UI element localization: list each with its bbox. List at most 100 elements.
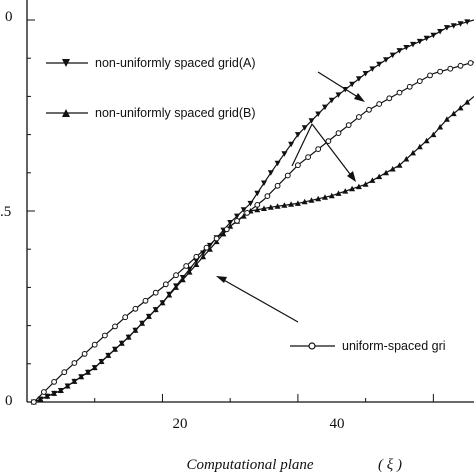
data-point: [284, 172, 291, 179]
data-point: [423, 35, 430, 42]
data-point: [125, 334, 132, 340]
data-point: [396, 89, 403, 96]
data-point: [443, 116, 450, 122]
data-point: [396, 48, 403, 54]
data-point: [64, 383, 71, 389]
x-axis-symbol: ( ξ ): [378, 457, 402, 473]
data-point: [44, 393, 51, 399]
legend-label-b: non-uniformly spaced grid(B): [95, 106, 256, 120]
data-point: [162, 281, 169, 288]
data-point: [173, 284, 179, 290]
data-point: [288, 141, 295, 148]
data-point: [403, 156, 410, 162]
legend-marker-a: [62, 59, 70, 67]
data-point: [247, 200, 254, 207]
data-point: [355, 76, 362, 82]
data-point: [227, 220, 234, 226]
data-point: [41, 389, 47, 395]
data-point: [335, 190, 342, 196]
data-point: [200, 253, 207, 260]
data-point: [325, 138, 332, 145]
data-point: [186, 269, 193, 275]
data-point: [376, 173, 383, 180]
data-point: [437, 29, 444, 35]
data-point: [78, 373, 85, 380]
data-point: [281, 151, 288, 157]
data-point: [464, 19, 471, 25]
data-point: [406, 83, 413, 90]
data-point: [118, 340, 125, 346]
data-point: [152, 306, 159, 313]
data-point: [457, 104, 464, 111]
arrow-a-line: [317, 71, 362, 100]
data-point: [234, 213, 240, 220]
data-point: [193, 258, 200, 264]
data-point: [30, 399, 37, 405]
data-point: [91, 364, 98, 371]
leader-arrows: [216, 71, 365, 323]
data-point: [152, 289, 159, 296]
arrow-b-line: [311, 123, 354, 179]
data-point: [366, 106, 372, 113]
arrow-b-head: [347, 171, 356, 182]
data-point: [254, 206, 261, 213]
data-point: [410, 41, 416, 48]
data-point: [51, 379, 57, 385]
plot-axes: [26, 0, 474, 403]
data-point: [450, 23, 457, 29]
data-point: [464, 99, 471, 105]
data-point: [383, 169, 389, 176]
data-point: [102, 332, 108, 339]
data-point: [37, 396, 44, 402]
y-tick-label-bottom: 0: [5, 393, 13, 409]
data-point: [81, 351, 88, 357]
data-point: [430, 131, 437, 138]
data-point: [61, 369, 68, 376]
data-point: [112, 323, 118, 330]
data-point: [159, 299, 166, 306]
data-point: [274, 203, 281, 209]
data-point: [206, 242, 213, 249]
data-point: [193, 261, 200, 267]
x-axis-label: Computational plane: [186, 457, 313, 473]
data-point: [369, 66, 376, 72]
data-point: [145, 313, 152, 319]
data-point: [98, 358, 105, 364]
data-point: [386, 95, 393, 102]
series-2: [30, 95, 474, 405]
data-point: [322, 104, 328, 111]
data-point: [220, 230, 227, 237]
data-point: [295, 162, 301, 169]
data-point: [274, 182, 281, 189]
arrow-b2-line: [291, 123, 313, 167]
data-point: [416, 38, 423, 45]
data-point: [132, 305, 139, 312]
data-point: [301, 198, 308, 205]
data-point: [396, 162, 403, 168]
data-point: [305, 154, 312, 161]
x-tick-label-20: 20: [173, 416, 188, 432]
data-point: [349, 81, 356, 88]
legend-label-a: non-uniformly spaced grid(A): [95, 56, 256, 70]
data-point: [71, 378, 78, 384]
data-point: [362, 71, 369, 77]
data-point: [383, 57, 389, 63]
data-point: [457, 62, 464, 69]
annotation-label-uniform: uniform-spaced gri: [342, 339, 446, 353]
data-point: [91, 341, 98, 348]
data-point: [261, 180, 267, 186]
data-point: [416, 143, 423, 150]
data-point: [376, 61, 383, 68]
x-tick-label-40: 40: [330, 416, 345, 432]
data-point: [437, 68, 444, 75]
data-point: [105, 352, 112, 358]
data-point: [71, 360, 78, 366]
data-point: [356, 114, 362, 120]
series-3: [30, 60, 474, 405]
data-point: [264, 193, 271, 200]
data-point: [443, 25, 450, 31]
data-point: [457, 21, 464, 27]
data-point: [389, 52, 396, 59]
data-point: [240, 207, 247, 213]
data-point: [301, 125, 308, 131]
